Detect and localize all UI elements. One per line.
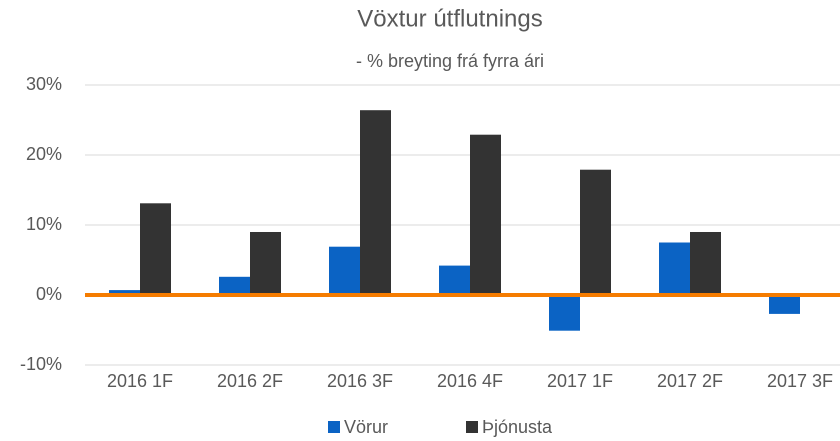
bar xyxy=(659,242,690,295)
legend-label: Þjónusta xyxy=(482,417,553,437)
bar xyxy=(439,265,470,295)
y-tick-label: 0% xyxy=(36,284,62,304)
x-tick-label: 2016 2F xyxy=(217,371,283,391)
x-tick-label: 2016 4F xyxy=(437,371,503,391)
bar xyxy=(219,276,250,295)
x-tick-label: 2016 1F xyxy=(107,371,173,391)
bar xyxy=(580,169,611,295)
bar xyxy=(250,232,281,295)
bar xyxy=(690,232,721,295)
bar xyxy=(769,295,800,314)
legend-swatch xyxy=(328,421,340,433)
bar xyxy=(329,246,360,295)
legend-label: Vörur xyxy=(344,417,388,437)
x-tick-label: 2017 1F xyxy=(547,371,613,391)
chart-subtitle: - % breyting frá fyrra ári xyxy=(356,51,544,71)
x-tick-label: 2017 3F xyxy=(767,371,833,391)
y-tick-label: -10% xyxy=(20,354,62,374)
y-tick-label: 20% xyxy=(26,144,62,164)
bar xyxy=(109,290,140,295)
bar xyxy=(549,295,580,331)
bar xyxy=(140,203,171,295)
bar xyxy=(470,134,501,295)
bar xyxy=(360,110,391,295)
y-tick-label: 30% xyxy=(26,74,62,94)
x-tick-label: 2016 3F xyxy=(327,371,393,391)
legend-swatch xyxy=(466,421,478,433)
y-tick-label: 10% xyxy=(26,214,62,234)
x-tick-label: 2017 2F xyxy=(657,371,723,391)
chart-title: Vöxtur útflutnings xyxy=(357,5,542,32)
